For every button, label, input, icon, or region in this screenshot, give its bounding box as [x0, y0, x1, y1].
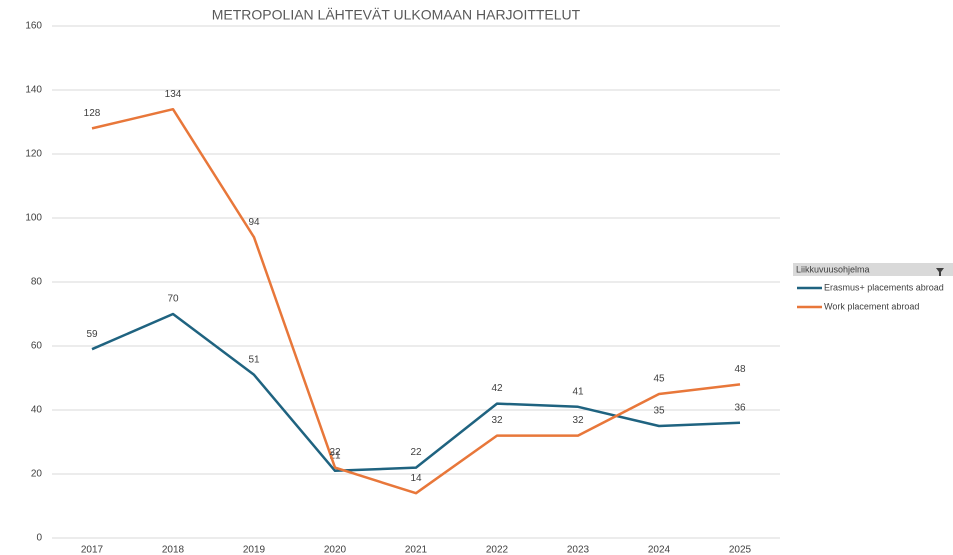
data-label: 42: [491, 383, 503, 394]
data-label: 70: [167, 294, 179, 305]
data-label: 45: [653, 374, 665, 385]
y-tick-label: 20: [31, 469, 43, 480]
data-label: 48: [734, 364, 746, 375]
data-label: 41: [572, 386, 584, 397]
x-tick-label: 2018: [162, 545, 185, 555]
y-tick-label: 0: [36, 533, 42, 544]
y-tick-label: 40: [31, 405, 43, 416]
y-tick-label: 140: [25, 85, 42, 96]
x-tick-label: 2021: [405, 545, 428, 555]
x-tick-label: 2022: [486, 545, 509, 555]
data-label: 51: [248, 354, 260, 365]
data-label: 59: [86, 329, 98, 340]
data-label: 32: [491, 415, 503, 426]
legend-label: Erasmus+ placements abroad: [824, 282, 944, 292]
data-label: 134: [165, 89, 182, 100]
y-tick-label: 60: [31, 341, 43, 352]
data-label: 35: [653, 406, 665, 417]
data-label: 22: [329, 447, 341, 458]
data-label: 21: [329, 450, 341, 461]
x-tick-label: 2023: [567, 545, 590, 555]
x-tick-label: 2025: [729, 545, 752, 555]
data-label: 32: [572, 415, 584, 426]
legend: Liikkuvuusohjelma: [793, 263, 953, 276]
x-tick-label: 2017: [81, 545, 104, 555]
data-label: 128: [84, 108, 101, 119]
legend-title: Liikkuvuusohjelma: [796, 264, 870, 274]
legend-header: [793, 263, 953, 276]
data-label: 22: [410, 447, 422, 458]
data-label: 14: [410, 473, 422, 484]
x-tick-label: 2024: [648, 545, 671, 555]
y-tick-label: 160: [25, 21, 42, 32]
series-line: [91, 107, 741, 495]
x-tick-label: 2020: [324, 545, 347, 555]
filter-icon[interactable]: [936, 268, 944, 276]
y-tick-label: 80: [31, 277, 43, 288]
y-tick-label: 120: [25, 149, 42, 160]
y-tick-label: 100: [25, 213, 42, 224]
x-tick-label: 2019: [243, 545, 266, 555]
data-label: 36: [734, 402, 746, 413]
legend-label: Work placement abroad: [824, 301, 919, 311]
data-label: 94: [248, 217, 260, 228]
series-line: [91, 312, 741, 473]
chart-title: METROPOLIAN LÄHTEVÄT ULKOMAAN HARJOITTEL…: [212, 7, 581, 23]
